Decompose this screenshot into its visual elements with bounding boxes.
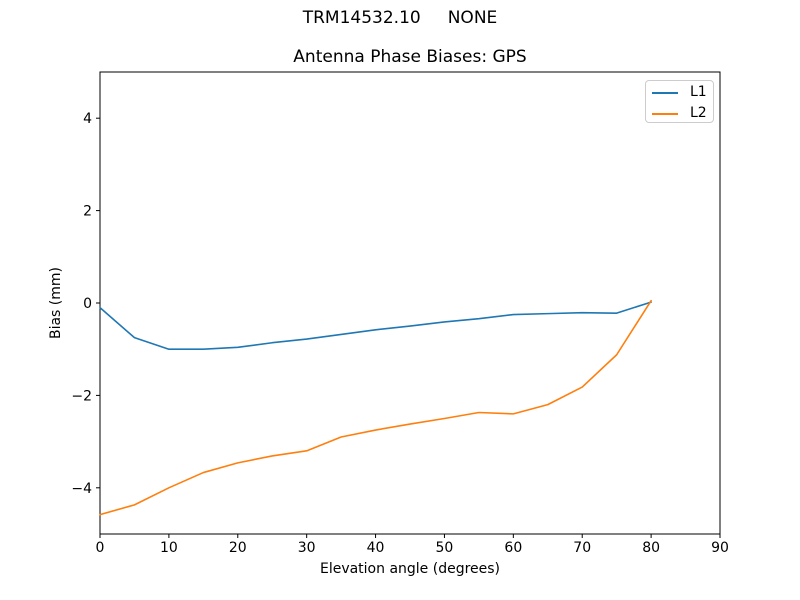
axes-frame <box>99 71 721 535</box>
x-tick-label: 20 <box>229 540 247 556</box>
y-tick-label: −2 <box>71 388 92 404</box>
y-tick-label: 4 <box>83 111 92 127</box>
x-axis-label: Elevation angle (degrees) <box>319 561 501 577</box>
y-tick-label: 2 <box>83 204 92 220</box>
legend-entry-l2: L2 <box>652 103 713 124</box>
x-tick-label: 60 <box>504 540 522 556</box>
x-tick-label: 50 <box>436 540 454 556</box>
x-tick-label: 40 <box>367 540 385 556</box>
legend-line-l1-icon <box>652 91 678 94</box>
y-tick-label: −4 <box>71 481 92 497</box>
series-line-l1 <box>99 301 652 351</box>
series-line-l2 <box>99 299 652 516</box>
x-tick-label: 30 <box>298 540 316 556</box>
legend-label-l1: L1 <box>690 84 707 100</box>
y-tick-label: 0 <box>83 296 92 312</box>
figure-suptitle: TRM14532.10 NONE <box>302 8 498 28</box>
x-tick-label: 0 <box>96 540 105 556</box>
chart-title: Antenna Phase Biases: GPS <box>293 47 527 67</box>
legend-label-l2: L2 <box>690 105 707 121</box>
legend-entry-l1: L1 <box>652 82 713 103</box>
x-tick-label: 80 <box>642 540 660 556</box>
legend: L1 L2 <box>645 80 714 123</box>
x-tick-label: 70 <box>573 540 591 556</box>
x-tick-label: 90 <box>711 540 729 556</box>
x-tick-label: 10 <box>160 540 178 556</box>
legend-line-l2-icon <box>652 112 678 115</box>
